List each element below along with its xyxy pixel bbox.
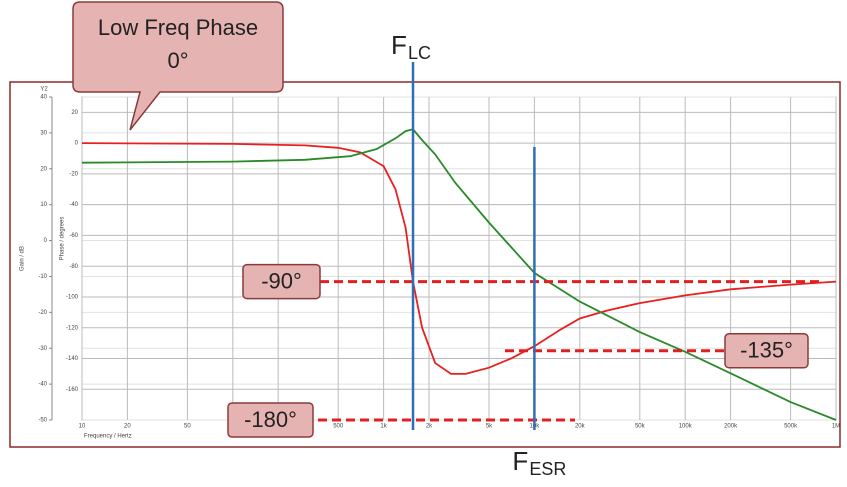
phase-level-box	[242, 263, 321, 300]
series-line	[81, 128, 837, 421]
y-tick-label: -40	[69, 202, 78, 208]
y-tick-label: -100	[66, 295, 79, 301]
x-tick-label: 500	[333, 424, 344, 430]
y2-tick-label: -30	[38, 346, 47, 352]
phase-level-label: -180°	[244, 407, 297, 432]
x-tick-label: 200k	[724, 424, 738, 430]
y2-tick-label: 10	[40, 202, 47, 208]
phase-level-box	[724, 333, 809, 369]
y2-axis-header: Y2	[40, 87, 48, 93]
x-tick-label: 50	[184, 424, 191, 430]
y2-tick-label: -10	[38, 274, 47, 280]
y-tick-label: 20	[71, 110, 78, 116]
series-line	[81, 142, 837, 375]
y-tick-label: -160	[66, 387, 79, 393]
marker-label: F	[512, 446, 528, 476]
x-axis-title: Frequency / Hertz	[84, 434, 132, 440]
y-tick-label: -140	[66, 356, 79, 362]
marker-subscript: ESR	[529, 459, 566, 479]
y-tick-label: -120	[66, 325, 79, 331]
x-tick-label: 1M	[832, 424, 840, 430]
y2-tick-label: -50	[38, 418, 47, 424]
x-tick-label: 2k	[426, 424, 433, 430]
y-tick-label: 0	[75, 141, 79, 147]
marker-subscript: LC	[408, 43, 431, 63]
x-tick-label: 50k	[635, 424, 646, 430]
x-tick-label: 10	[79, 424, 86, 430]
y2-tick-label: 20	[40, 166, 47, 172]
y-tick-label: -60	[69, 233, 78, 239]
note-line: Low Freq Phase	[98, 15, 258, 40]
x-tick-label: 500k	[784, 424, 798, 430]
y2-axis-title: Gain / dB	[20, 246, 26, 271]
plot: 40 30 20 10 0 -10 -20 -30 -40 -50 20 0 -20 -40 -60 -80 -…	[20, 87, 841, 440]
note-callout	[72, 1, 284, 131]
x-tick-label: 20	[124, 424, 131, 430]
x-tick-label: 100k	[679, 424, 693, 430]
y-tick-label: -80	[69, 264, 78, 270]
phase-level-label: -135°	[740, 338, 793, 363]
marker-label: F	[391, 30, 407, 60]
phase-level-label: -90°	[261, 268, 302, 293]
y2-tick-label: -40	[38, 382, 47, 388]
x-tick-label: 20k	[575, 424, 586, 430]
y2-tick-label: 30	[40, 130, 47, 136]
phase-level-box	[227, 402, 314, 438]
y-tick-label: -20	[69, 171, 78, 177]
y2-tick-label: 0	[44, 238, 48, 244]
y2-tick-label: -20	[38, 310, 47, 316]
note-line: 0°	[167, 48, 188, 73]
x-tick-label: 1k	[380, 424, 387, 430]
y-axis-title: Phase / degrees	[60, 217, 66, 261]
y2-tick-label: 40	[40, 95, 47, 101]
plot-area	[81, 96, 837, 421]
x-tick-label: 5k	[486, 424, 493, 430]
